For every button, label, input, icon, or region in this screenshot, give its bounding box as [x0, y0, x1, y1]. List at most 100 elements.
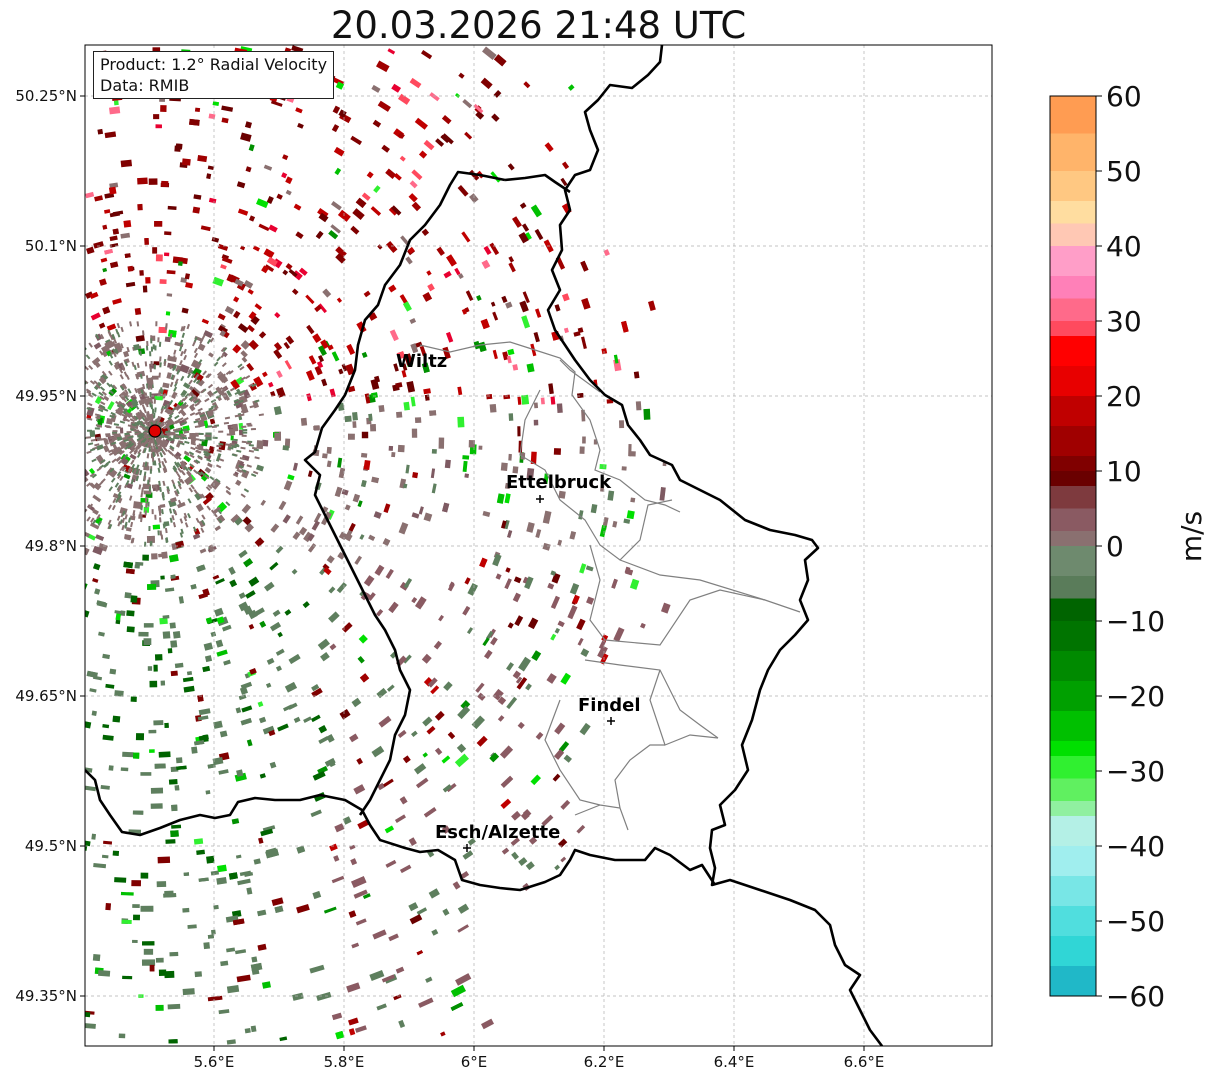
- radar-pixel: [347, 433, 355, 440]
- radar-pixel: [115, 426, 121, 429]
- radar-pixel: [140, 905, 154, 912]
- radar-pixel: [229, 387, 236, 392]
- radar-pixel: [144, 361, 148, 367]
- radar-pixel: [157, 505, 161, 511]
- radar-pixel: [612, 520, 618, 528]
- radar-pixel: [580, 260, 589, 272]
- radar-pixel: [414, 117, 428, 130]
- radar-pixel: [137, 177, 148, 185]
- radar-pixel: [195, 503, 204, 512]
- radar-pixel: [211, 929, 216, 935]
- radar-pixel: [95, 333, 100, 340]
- radar-pixel: [203, 942, 210, 950]
- radar-pixel: [551, 572, 561, 584]
- radar-pixel: [116, 515, 121, 521]
- radar-pixel: [252, 446, 258, 450]
- radar-pixel: [244, 522, 255, 533]
- radar-pixel: [288, 653, 301, 665]
- radar-pixel: [248, 383, 254, 388]
- radar-pixel: [103, 396, 109, 402]
- radar-pixel: [186, 471, 191, 477]
- radar-pixel: [139, 511, 142, 517]
- radar-pixel: [107, 331, 112, 337]
- radar-pixel: [263, 581, 275, 592]
- colorbar-gradient: [1050, 96, 1096, 997]
- radar-pixel: [412, 472, 419, 479]
- radar-pixel: [97, 417, 104, 426]
- radar-pixel: [200, 225, 211, 232]
- radar-pixel: [291, 288, 299, 296]
- radar-pixel: [243, 488, 250, 493]
- radar-pixel: [193, 420, 199, 424]
- radar-pixel: [442, 908, 450, 916]
- radar-pixel: [158, 372, 161, 378]
- radar-pixel: [252, 470, 259, 475]
- radar-pixel: [396, 411, 403, 418]
- radar-pixel: [457, 185, 469, 197]
- radar-pixel: [239, 870, 252, 877]
- radar-pixel: [183, 516, 188, 522]
- radar-pixel: [633, 371, 640, 379]
- radar-pixel: [225, 501, 231, 507]
- radar-pixel: [450, 984, 466, 998]
- radar-pixel: [120, 326, 124, 333]
- radar-pixel: [419, 601, 425, 607]
- radar-pixel: [172, 522, 177, 528]
- radar-pixel: [442, 133, 454, 145]
- radar-pixel: [85, 610, 90, 618]
- radar-pixel: [546, 673, 557, 684]
- radar-pixel: [175, 488, 180, 495]
- radar-pixel: [165, 537, 168, 544]
- radar-pixel: [399, 294, 408, 305]
- radar-pixel: [330, 224, 341, 234]
- radar-pixel: [354, 555, 362, 565]
- radar-pixel: [547, 582, 555, 590]
- radar-pixel: [435, 138, 445, 147]
- radar-pixel: [460, 700, 471, 711]
- radar-pixel: [131, 467, 136, 473]
- radar-pixel: [531, 650, 542, 661]
- radar-pixel: [104, 209, 111, 214]
- radar-pixel: [241, 503, 252, 514]
- radar-pixel: [533, 419, 539, 426]
- radar-pixel: [130, 459, 135, 465]
- radar-pixel: [112, 497, 117, 504]
- radar-pixel: [572, 594, 580, 604]
- radar-pixel: [141, 404, 146, 410]
- radar-pixel: [219, 730, 228, 738]
- radar-pixel: [181, 307, 189, 314]
- radar-pixel: [218, 769, 229, 775]
- radar-pixel: [212, 408, 218, 412]
- radar-pixel: [241, 468, 247, 473]
- radar-pixel: [185, 282, 194, 289]
- data-source-label: Data: RMIB: [100, 76, 190, 95]
- radar-pixel: [85, 379, 88, 385]
- radar-pixel: [248, 576, 260, 587]
- radar-site-marker: [148, 424, 162, 438]
- radar-pixel: [175, 757, 183, 764]
- radar-pixel: [205, 434, 211, 438]
- radar-pixel: [112, 384, 118, 390]
- radar-pixel: [167, 449, 173, 455]
- radar-pixel: [201, 318, 210, 325]
- radar-pixel: [152, 451, 155, 458]
- radar-pixel: [109, 414, 115, 419]
- radar-pixel: [143, 623, 154, 628]
- radar-pixel: [101, 854, 109, 859]
- radar-pixel: [216, 464, 222, 469]
- radar-pixel: [204, 466, 212, 474]
- radar-pixel: [230, 379, 240, 390]
- radar-pixel: [122, 463, 131, 471]
- radar-pixel: [144, 541, 147, 547]
- radar-pixel: [132, 939, 138, 943]
- radar-pixel: [129, 453, 137, 460]
- radar-pixel: [409, 180, 418, 189]
- radar-pixel: [270, 391, 276, 397]
- radar-pixel: [120, 364, 125, 371]
- radar-pixel: [144, 238, 149, 245]
- radar-pixel: [151, 509, 154, 515]
- radar-pixel: [85, 468, 90, 477]
- radar-pixel: [351, 876, 367, 888]
- radar-pixel: [310, 809, 322, 818]
- radar-pixel: [317, 638, 330, 651]
